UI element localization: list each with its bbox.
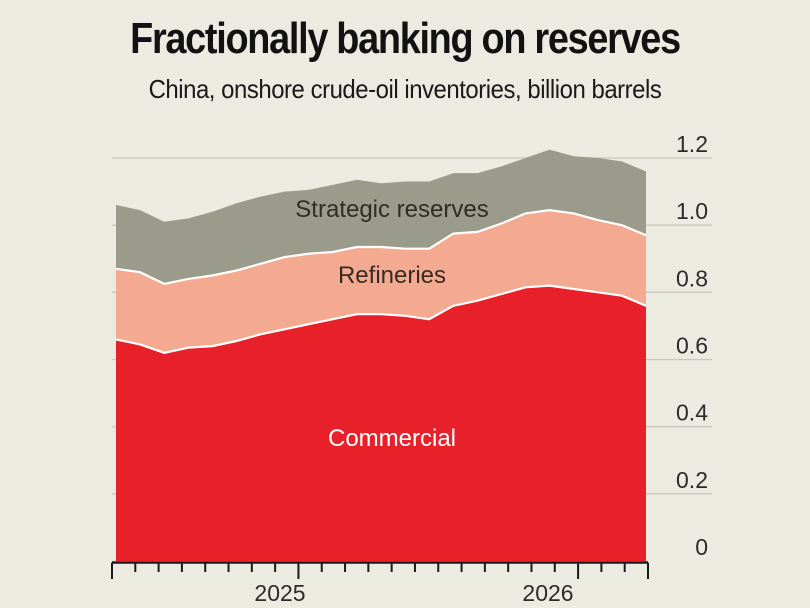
series-label-strategic-reserves: Strategic reserves <box>295 196 488 223</box>
x-tick-label: 2025 <box>254 580 305 606</box>
chart-title: Fractionally banking on reserves <box>130 14 681 63</box>
refineries-boundary-line <box>115 208 647 286</box>
commercial-area <box>116 285 646 561</box>
chart-subtitle: China, onshore crude-oil inventories, bi… <box>148 74 662 104</box>
commercial-boundary-line <box>115 284 647 354</box>
y-tick-label: 1.2 <box>676 131 708 157</box>
y-tick-label: 0.2 <box>676 467 708 493</box>
y-tick-label: 1.0 <box>676 198 708 224</box>
refineries-area <box>116 210 646 353</box>
y-tick-label: 0.4 <box>676 400 708 426</box>
y-tick-label: 0.6 <box>676 333 708 359</box>
series-label-refineries: Refineries <box>338 262 446 289</box>
y-tick-label: 0.8 <box>676 265 708 291</box>
series-label-commercial: Commercial <box>328 425 456 452</box>
x-tick-label: 2026 <box>522 580 573 606</box>
strategic-reserves-area <box>116 149 646 284</box>
y-tick-label: 0 <box>695 534 708 560</box>
